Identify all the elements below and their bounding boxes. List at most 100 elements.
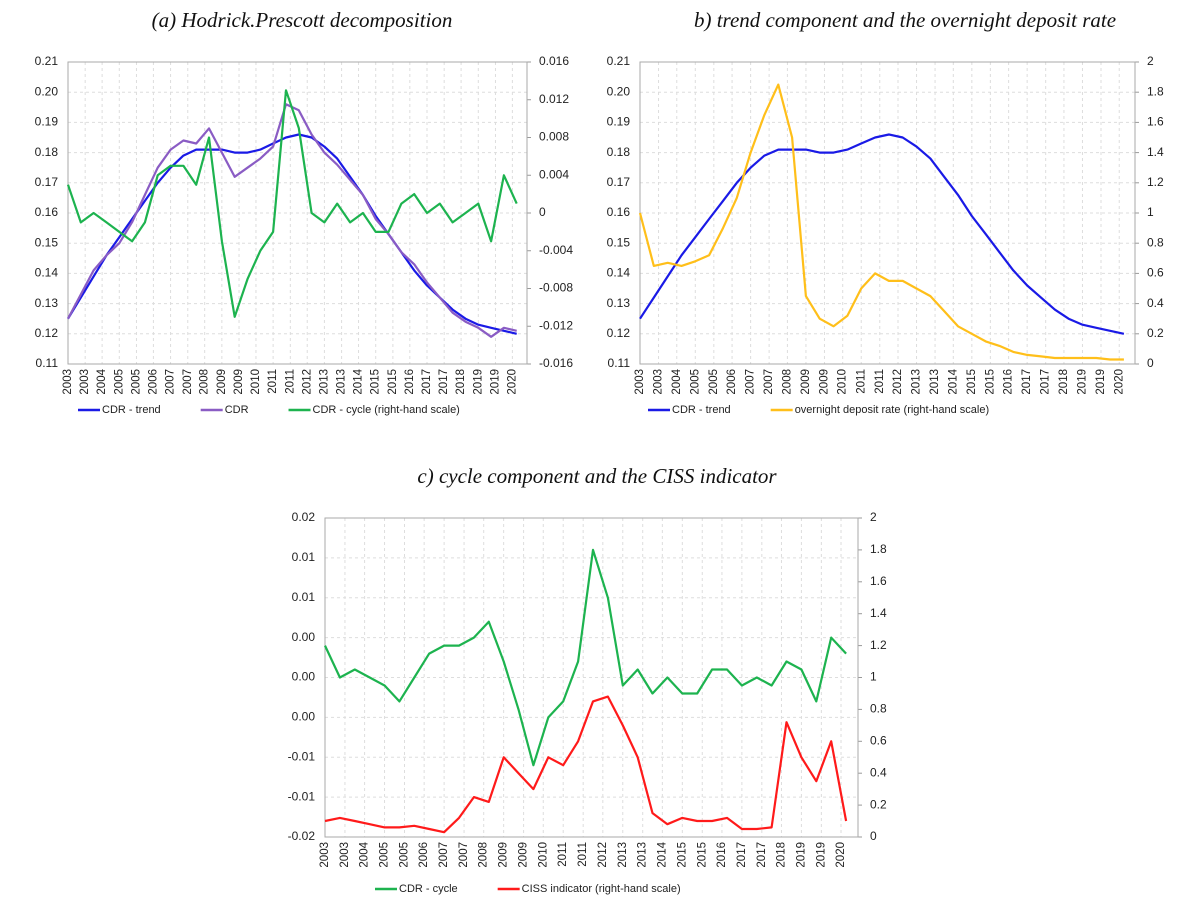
x-tick-label: 2011 — [284, 369, 296, 394]
x-tick-label: 2015 — [696, 842, 708, 868]
y2-tick-label: 1.8 — [1147, 84, 1164, 98]
x-tick-label: 2011 — [557, 842, 569, 867]
x-tick-label: 2015 — [370, 369, 382, 395]
x-tick-label: 2014 — [947, 368, 959, 394]
x-tick-label: 2003 — [339, 842, 351, 868]
x-tick-label: 2004 — [96, 368, 108, 394]
y-tick-label: 0.16 — [607, 205, 631, 219]
x-tick-label: 2011 — [855, 369, 867, 394]
x-tick-label: 2011 — [267, 369, 279, 394]
legend-label: overnight deposit rate (right-hand scale… — [795, 404, 989, 416]
x-tick-label: 2017 — [438, 369, 450, 395]
x-tick-label: 2009 — [498, 842, 510, 868]
y-tick-label: 0.17 — [607, 175, 631, 189]
x-tick-label: 2011 — [577, 842, 589, 867]
x-tick-label: 2005 — [113, 369, 125, 395]
y-tick-label: 0.00 — [292, 630, 316, 644]
x-tick-label: 2012 — [892, 369, 904, 395]
x-tick-label: 2013 — [617, 842, 629, 868]
series-line — [324, 548, 847, 767]
y2-tick-label: 0.4 — [870, 765, 887, 779]
x-tick-label: 2019 — [815, 842, 827, 868]
y2-tick-label: 2 — [870, 510, 877, 524]
y2-tick-label: -0.016 — [539, 356, 573, 370]
x-tick-label: 2016 — [1003, 369, 1015, 395]
series-line — [67, 103, 517, 338]
x-tick-label: 2003 — [79, 369, 91, 395]
series-line — [66, 89, 518, 318]
y-tick-label: -0.02 — [288, 829, 316, 843]
x-tick-label: 2018 — [776, 842, 788, 868]
y2-tick-label: 0 — [539, 205, 546, 219]
y-tick-label: 0.11 — [608, 356, 631, 370]
legend-label: CISS indicator (right-hand scale) — [522, 883, 681, 895]
y-tick-label: 0.17 — [35, 175, 59, 189]
y-tick-label: 0.20 — [35, 84, 59, 98]
x-tick-label: 2003 — [634, 369, 646, 395]
legend-label: CDR - trend — [672, 404, 731, 416]
x-tick-label: 2019 — [489, 369, 501, 395]
y-tick-label: 0.19 — [607, 115, 631, 129]
x-tick-label: 2014 — [656, 841, 668, 867]
plot-frame — [324, 517, 859, 838]
x-tick-label: 2010 — [537, 842, 549, 868]
x-tick-label: 2007 — [458, 842, 470, 868]
y-tick-label: 0.14 — [35, 266, 59, 280]
y2-tick-label: -0.008 — [539, 281, 573, 295]
x-tick-label: 2004 — [359, 841, 371, 867]
x-tick-label: 2007 — [745, 369, 757, 395]
y-tick-label: 0.02 — [292, 510, 316, 524]
legend-label: CDR - trend — [102, 404, 161, 416]
y2-tick-label: 0 — [1147, 356, 1154, 370]
x-tick-label: 2009 — [818, 369, 830, 395]
x-tick-label: 2015 — [984, 369, 996, 395]
y2-tick-label: 1.8 — [870, 542, 887, 556]
x-tick-label: 2012 — [597, 842, 609, 868]
chart-title: b) trend component and the overnight dep… — [694, 8, 1116, 32]
x-tick-label: 2007 — [165, 369, 177, 395]
y-tick-label: -0.01 — [288, 749, 316, 763]
x-tick-label: 2019 — [795, 842, 807, 868]
y-tick-label: 0.13 — [35, 296, 59, 310]
y2-tick-label: 0.016 — [539, 54, 569, 68]
chart: (a) Hodrick.Prescott decomposition 2003 20… — [35, 8, 574, 416]
x-tick-label: 2007 — [438, 842, 450, 868]
y2-tick-label: 0.8 — [1147, 235, 1164, 249]
y2-tick-label: 0.008 — [539, 130, 569, 144]
x-tick-label: 2016 — [404, 369, 416, 395]
y2-tick-label: 1.4 — [1147, 145, 1164, 159]
x-tick-label: 2003 — [653, 369, 665, 395]
chart: c) cycle component and the CISS indicato… — [288, 464, 887, 895]
x-tick-label: 2013 — [336, 369, 348, 395]
y-tick-label: 0.01 — [292, 590, 316, 604]
y-tick-label: 0.20 — [607, 84, 631, 98]
x-tick-label: 2008 — [199, 369, 211, 395]
x-tick-label: 2020 — [835, 842, 847, 868]
y2-tick-label: 0.4 — [1147, 296, 1164, 310]
x-tick-label: 2007 — [763, 369, 775, 395]
x-tick-label: 2013 — [637, 842, 649, 868]
x-tick-label: 2019 — [1095, 369, 1107, 395]
y-tick-label: 0.15 — [35, 235, 59, 249]
y-tick-label: 0.21 — [35, 54, 59, 68]
x-tick-label: 2015 — [676, 842, 688, 868]
y2-tick-label: 1.2 — [1147, 175, 1164, 189]
x-tick-label: 2017 — [1040, 369, 1052, 395]
x-tick-label: 2005 — [689, 369, 701, 395]
y2-tick-label: 0 — [870, 829, 877, 843]
x-tick-label: 2005 — [399, 842, 411, 868]
y2-tick-label: 0.6 — [870, 733, 887, 747]
x-tick-label: 2003 — [319, 842, 331, 868]
x-tick-label: 2004 — [671, 368, 683, 394]
x-tick-label: 2009 — [216, 369, 228, 395]
y-tick-label: 0.21 — [607, 54, 631, 68]
y2-tick-label: 0.2 — [1147, 326, 1164, 340]
x-tick-label: 2015 — [387, 369, 399, 395]
chart-title: (a) Hodrick.Prescott decomposition — [152, 8, 453, 32]
y2-tick-label: -0.004 — [539, 243, 573, 257]
x-tick-label: 2006 — [726, 369, 738, 395]
y-tick-label: 0.14 — [607, 266, 631, 280]
x-tick-label: 2009 — [233, 369, 245, 395]
plot-frame — [67, 61, 528, 365]
y2-tick-label: 0.012 — [539, 92, 569, 106]
